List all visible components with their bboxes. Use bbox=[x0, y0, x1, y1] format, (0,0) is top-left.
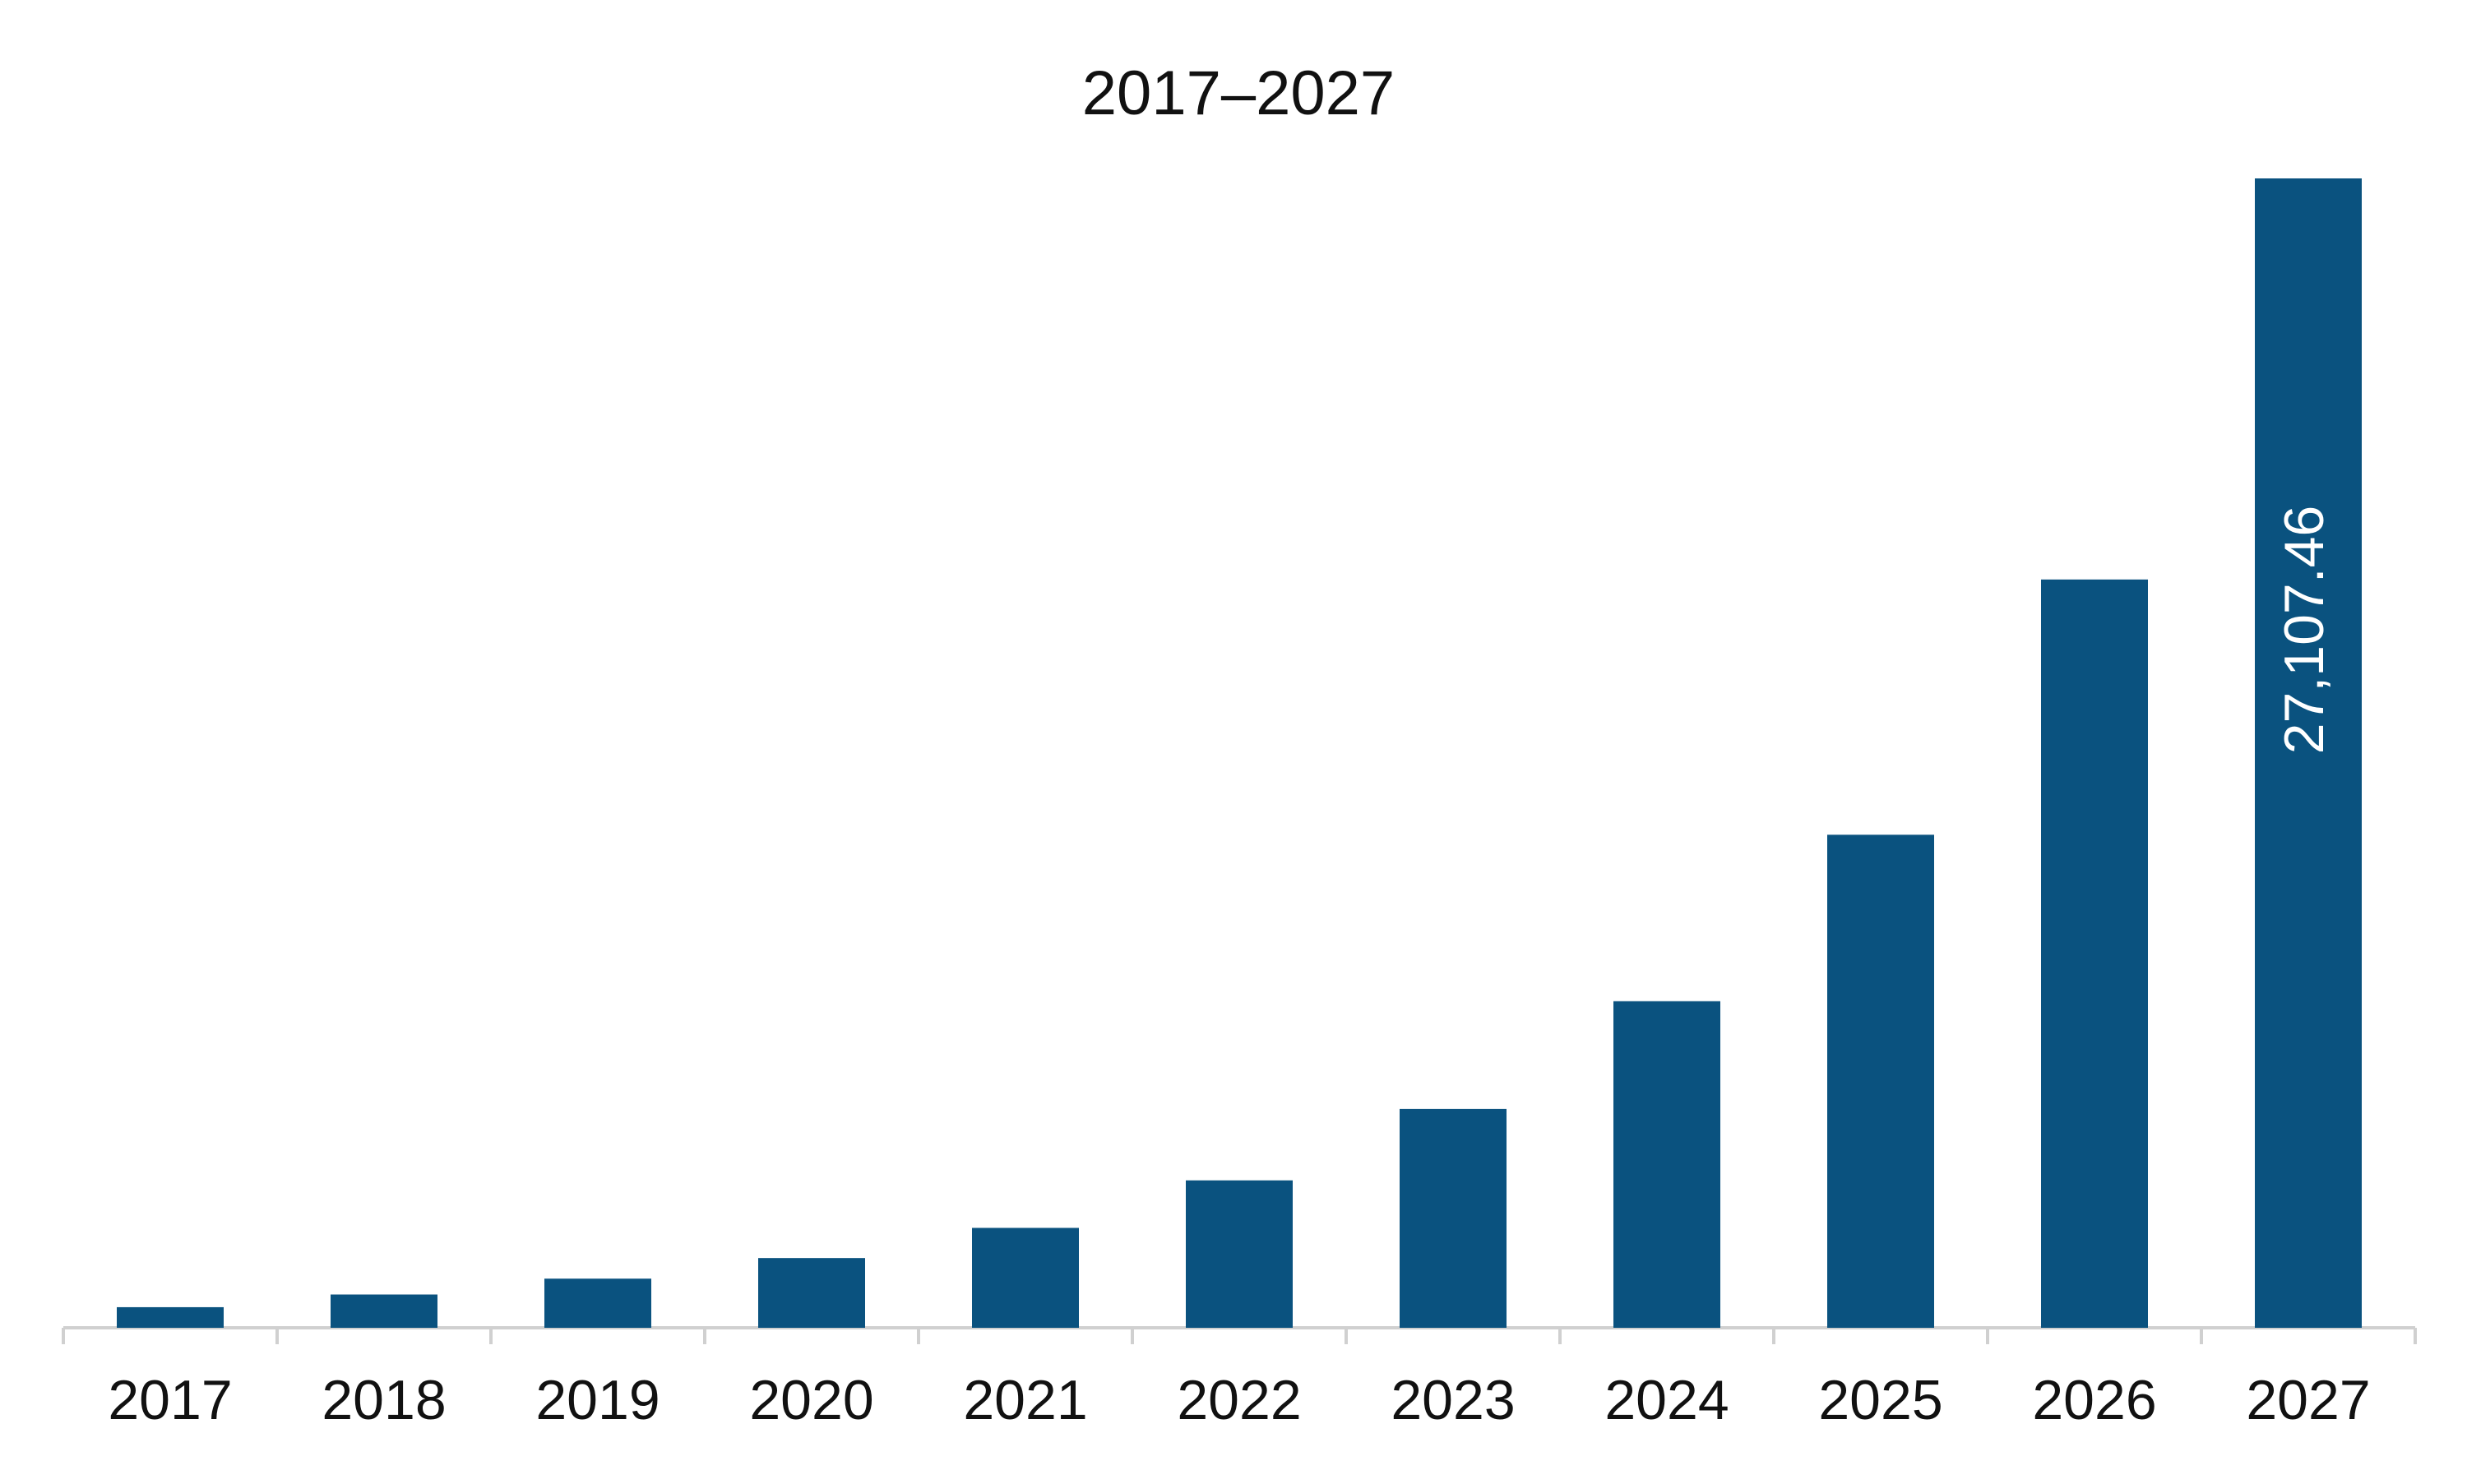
bar bbox=[758, 1258, 865, 1328]
bar bbox=[331, 1294, 437, 1328]
x-tick-label: 2017 bbox=[108, 1369, 232, 1431]
chart-title: 2017–2027 bbox=[1082, 58, 1395, 128]
x-tick-label: 2023 bbox=[1391, 1369, 1515, 1431]
x-tick-label: 2020 bbox=[749, 1369, 873, 1431]
x-tick-label: 2019 bbox=[535, 1369, 660, 1431]
value-label: 27,107.46 bbox=[2273, 506, 2335, 755]
x-tick-label: 2022 bbox=[1177, 1369, 1301, 1431]
bar bbox=[972, 1227, 1079, 1328]
bar bbox=[117, 1306, 224, 1328]
bar bbox=[1400, 1108, 1507, 1328]
bar bbox=[544, 1278, 651, 1328]
x-tick-label: 2025 bbox=[1818, 1369, 1942, 1431]
x-tick-label: 2026 bbox=[2032, 1369, 2156, 1431]
bar bbox=[1613, 1001, 1720, 1328]
bar bbox=[2255, 178, 2362, 1328]
bar bbox=[1827, 834, 1934, 1328]
x-tick-label: 2018 bbox=[322, 1369, 446, 1431]
x-tick-label: 2027 bbox=[2246, 1369, 2370, 1431]
x-tick-label: 2024 bbox=[1604, 1369, 1729, 1431]
bar bbox=[1186, 1180, 1293, 1328]
x-tick-label: 2021 bbox=[963, 1369, 1087, 1431]
bar bbox=[2041, 579, 2148, 1328]
